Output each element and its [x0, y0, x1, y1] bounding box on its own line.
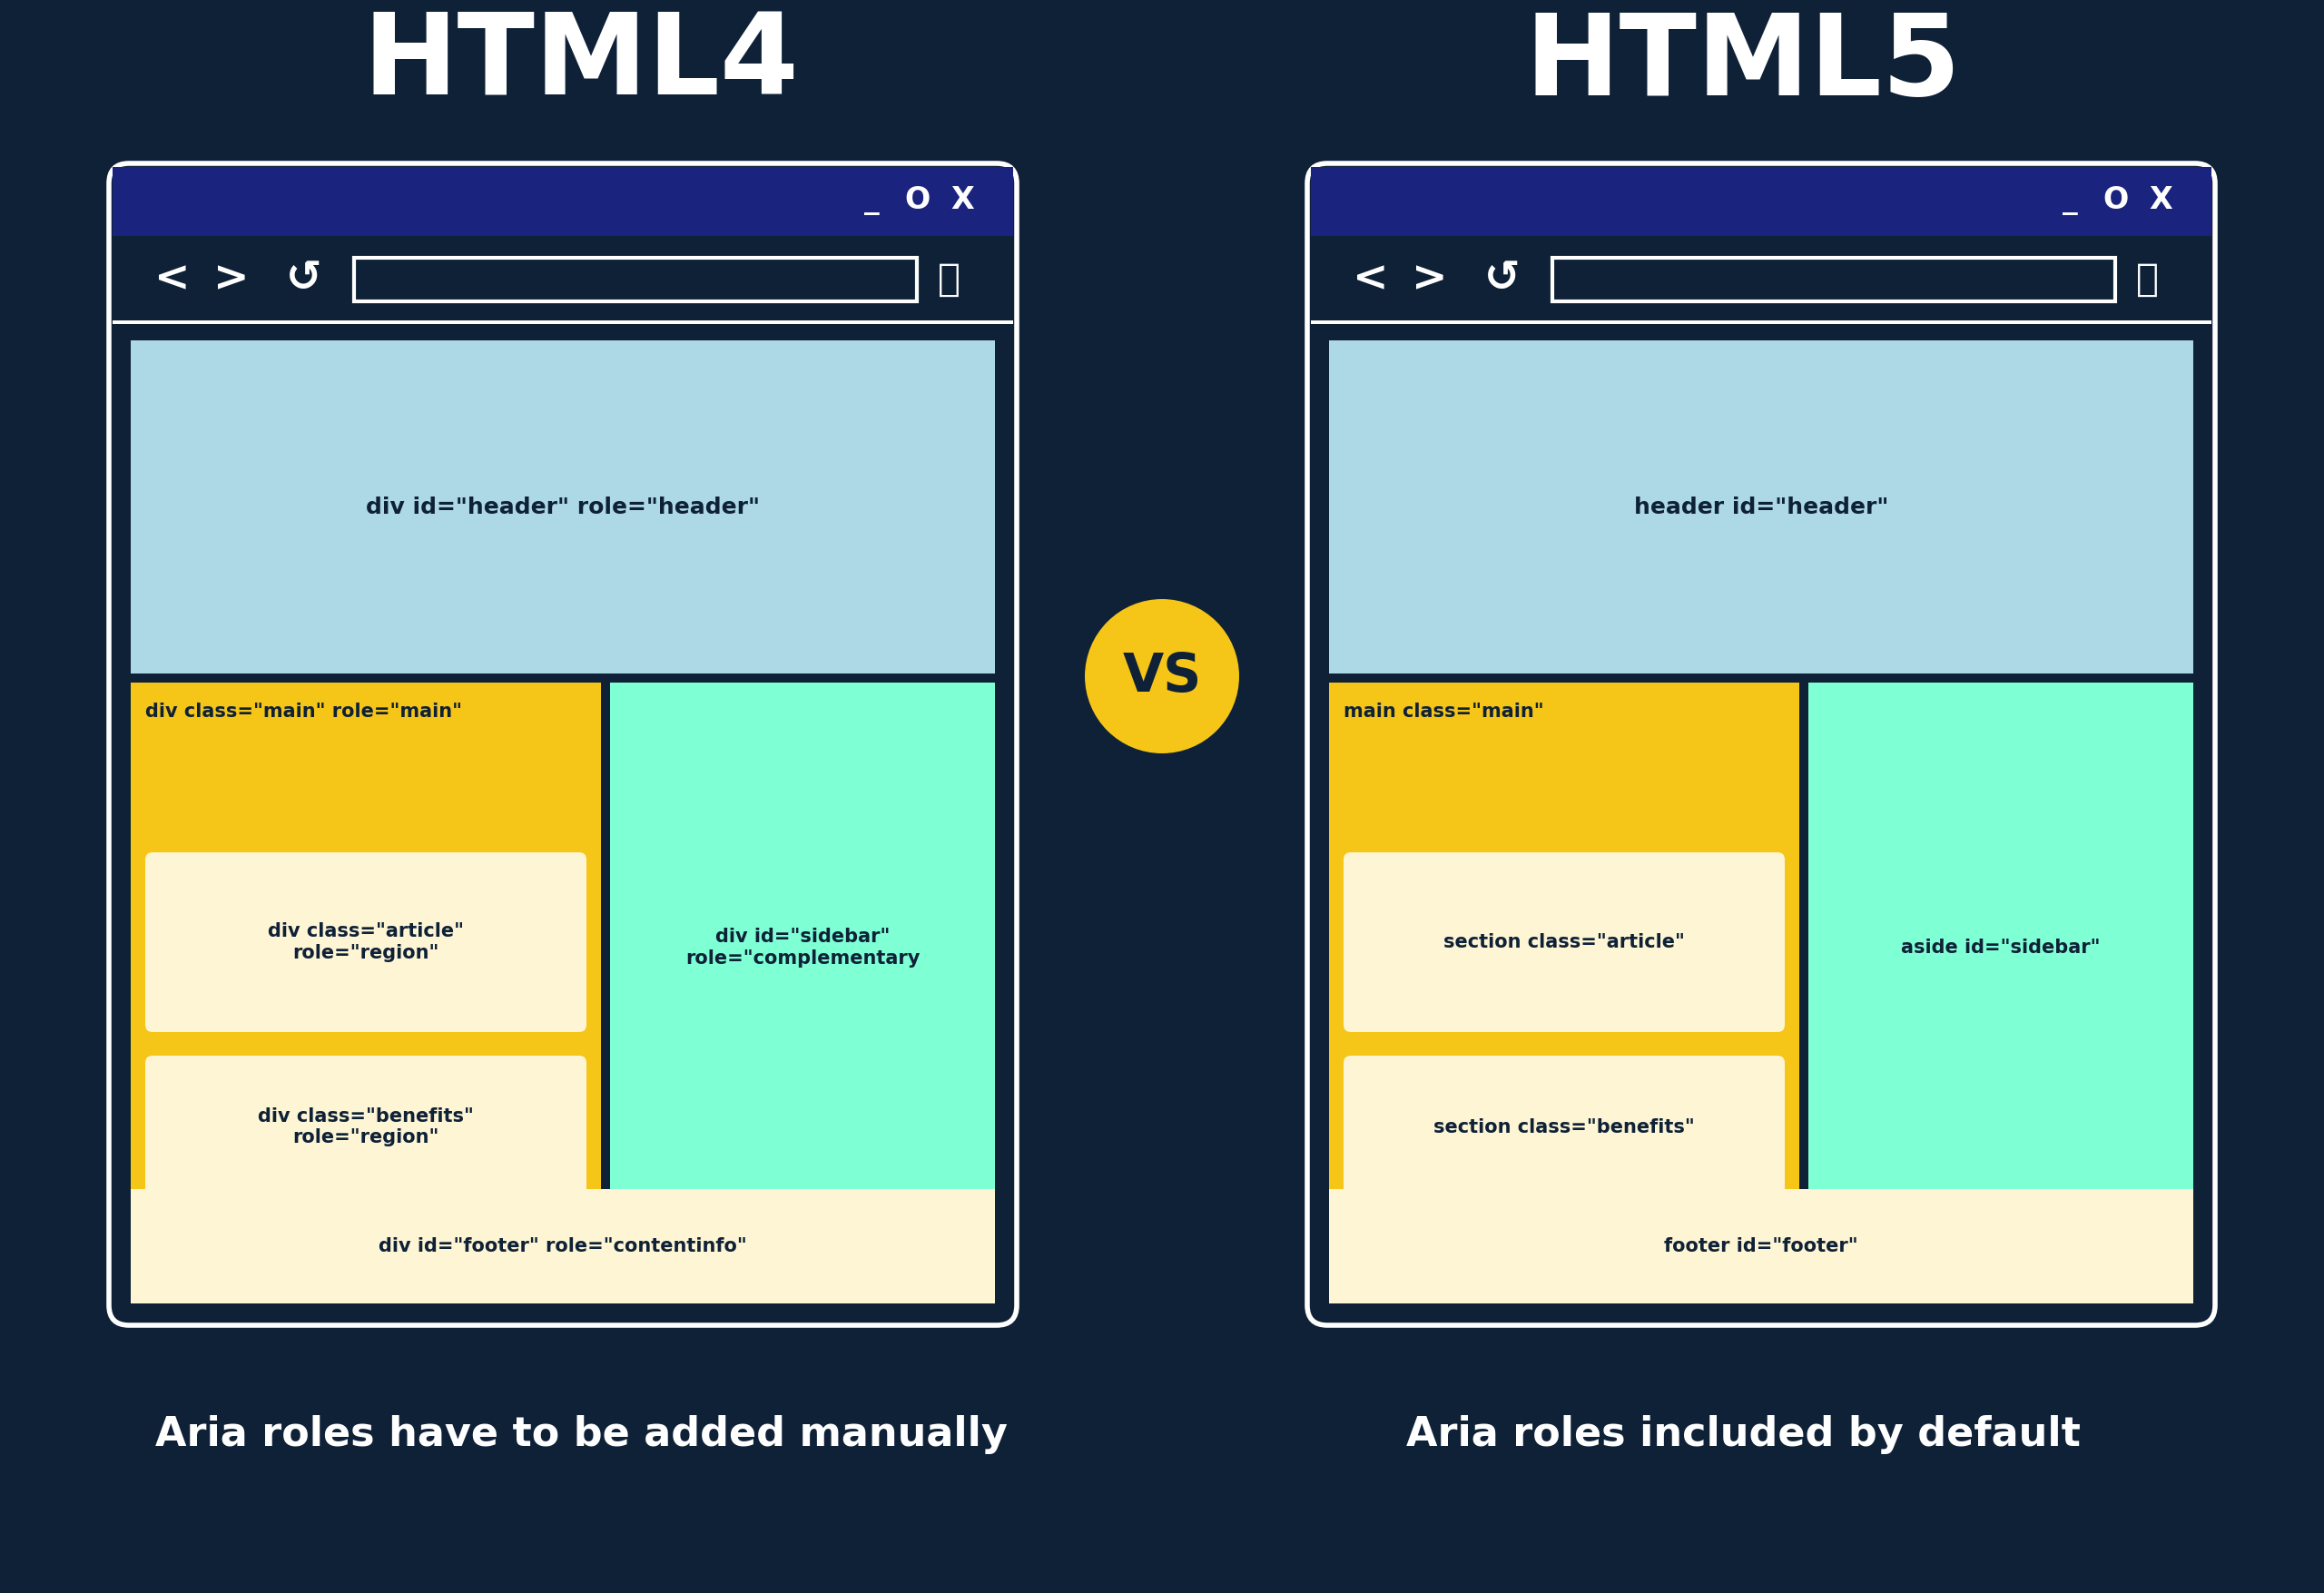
- Bar: [112, 320, 1013, 323]
- Text: div id="footer" role="contentinfo": div id="footer" role="contentinfo": [379, 1238, 746, 1255]
- Text: O: O: [2103, 185, 2129, 215]
- FancyBboxPatch shape: [144, 1056, 586, 1198]
- Text: aside id="sidebar": aside id="sidebar": [1901, 938, 2101, 957]
- Text: div class="article"
role="region": div class="article" role="region": [267, 922, 465, 962]
- Text: ↺: ↺: [1485, 258, 1520, 299]
- Text: div id="sidebar"
role="complementary: div id="sidebar" role="complementary: [686, 929, 920, 967]
- Text: <: <: [153, 258, 191, 299]
- Circle shape: [1085, 599, 1239, 753]
- Text: _: _: [2061, 185, 2078, 215]
- Text: O: O: [904, 185, 930, 215]
- Bar: [609, 682, 995, 1212]
- Bar: [1329, 341, 2194, 674]
- FancyBboxPatch shape: [1343, 852, 1785, 1032]
- Text: VS: VS: [1122, 650, 1202, 703]
- Bar: [353, 258, 918, 301]
- Text: X: X: [2150, 185, 2173, 215]
- Text: Aria roles have to be added manually: Aria roles have to be added manually: [156, 1415, 1006, 1454]
- Text: >: >: [1411, 258, 1448, 299]
- Bar: [1311, 167, 2212, 236]
- Text: div class="benefits"
role="region": div class="benefits" role="region": [258, 1107, 474, 1147]
- Text: div class="main" role="main": div class="main" role="main": [144, 703, 462, 720]
- FancyBboxPatch shape: [1306, 164, 2215, 1325]
- Text: Aria roles included by default: Aria roles included by default: [1406, 1415, 2080, 1454]
- Bar: [130, 682, 602, 1212]
- Bar: [112, 167, 1013, 236]
- Bar: [112, 236, 1013, 322]
- Bar: [130, 1188, 995, 1303]
- Bar: [1552, 258, 2115, 301]
- FancyBboxPatch shape: [1343, 1056, 1785, 1198]
- Text: HTML4: HTML4: [363, 8, 799, 118]
- Text: header id="header": header id="header": [1634, 495, 1889, 518]
- Text: section class="benefits": section class="benefits": [1434, 1118, 1694, 1136]
- Text: HTML5: HTML5: [1525, 8, 1961, 118]
- Text: >: >: [214, 258, 249, 299]
- Text: main class="main": main class="main": [1343, 703, 1543, 720]
- Bar: [130, 341, 995, 674]
- Bar: [1329, 1188, 2194, 1303]
- Bar: [1311, 236, 2212, 322]
- Text: footer id="footer": footer id="footer": [1664, 1238, 1859, 1255]
- Text: X: X: [951, 185, 974, 215]
- Text: <: <: [1353, 258, 1390, 299]
- Text: _: _: [865, 185, 878, 215]
- Text: section class="article": section class="article": [1443, 933, 1685, 951]
- FancyBboxPatch shape: [144, 852, 586, 1032]
- Bar: [1808, 682, 2194, 1212]
- Text: 🔍: 🔍: [2136, 260, 2159, 298]
- Bar: [1329, 682, 1799, 1212]
- Text: ↺: ↺: [286, 258, 323, 299]
- Text: 🔍: 🔍: [937, 260, 960, 298]
- Bar: [1311, 320, 2212, 323]
- FancyBboxPatch shape: [109, 164, 1018, 1325]
- Text: div id="header" role="header": div id="header" role="header": [365, 495, 760, 518]
